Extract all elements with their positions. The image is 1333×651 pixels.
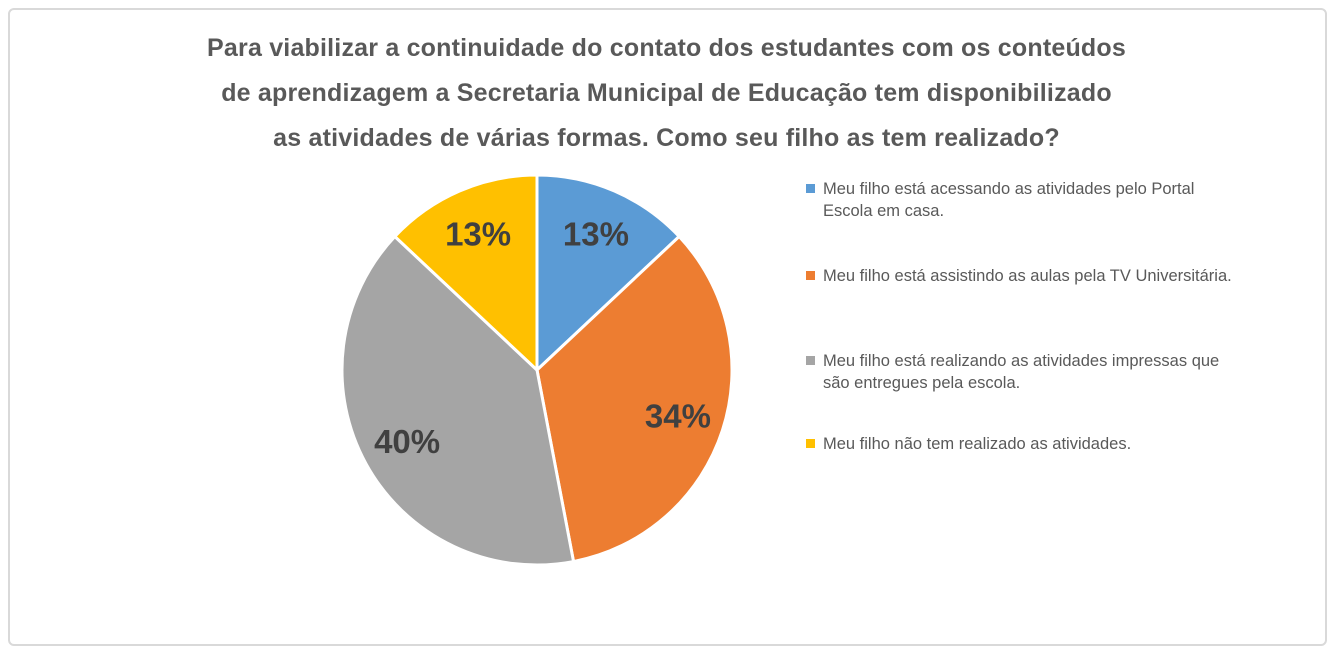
chart-title: Para viabilizar a continuidade do contat… bbox=[0, 26, 1333, 161]
legend-label: Meu filho está acessando as atividades p… bbox=[823, 178, 1194, 222]
legend-label: Meu filho não tem realizado as atividade… bbox=[823, 433, 1131, 455]
legend-label: Meu filho está assistindo as aulas pela … bbox=[823, 265, 1232, 287]
legend-label-line: Meu filho está assistindo as aulas pela … bbox=[823, 267, 1232, 285]
legend-label-line: Escola em casa. bbox=[823, 202, 945, 220]
legend-marker-square bbox=[806, 356, 815, 365]
legend-item: Meu filho não tem realizado as atividade… bbox=[806, 433, 1131, 455]
chart-title-line: de aprendizagem a Secretaria Municipal d… bbox=[221, 79, 1112, 107]
legend-marker-square bbox=[806, 439, 815, 448]
pie-slice-3 bbox=[340, 235, 576, 567]
pie-chart: 13% 34% 40% 13% bbox=[340, 173, 734, 567]
legend-label-line: Meu filho está acessando as atividades p… bbox=[823, 180, 1195, 198]
slice-data-label: 34% bbox=[645, 397, 711, 434]
chart-title-line: as atividades de várias formas. Como seu… bbox=[273, 124, 1060, 152]
pie-slice-4 bbox=[393, 173, 539, 372]
legend: Meu filho está acessando as atividades p… bbox=[806, 178, 1318, 478]
legend-label-line: Meu filho está realizando as atividades … bbox=[823, 352, 1220, 370]
legend-label-line: são entregues pela escola. bbox=[823, 374, 1021, 392]
slice-data-label: 13% bbox=[563, 216, 629, 253]
chart-title-line: Para viabilizar a continuidade do contat… bbox=[207, 34, 1126, 62]
legend-marker-square bbox=[806, 271, 815, 280]
legend-item: Meu filho está acessando as atividades p… bbox=[806, 178, 1194, 222]
legend-item: Meu filho está realizando as atividades … bbox=[806, 350, 1219, 394]
pie-slice-1 bbox=[535, 173, 681, 372]
legend-marker-square bbox=[806, 184, 815, 193]
pie-slice-2 bbox=[535, 235, 734, 564]
slice-data-label: 40% bbox=[374, 423, 440, 460]
slice-data-label: 13% bbox=[445, 216, 511, 253]
legend-label: Meu filho está realizando as atividades … bbox=[823, 350, 1219, 394]
legend-item: Meu filho está assistindo as aulas pela … bbox=[806, 265, 1232, 287]
legend-label-line: Meu filho não tem realizado as atividade… bbox=[823, 435, 1132, 453]
